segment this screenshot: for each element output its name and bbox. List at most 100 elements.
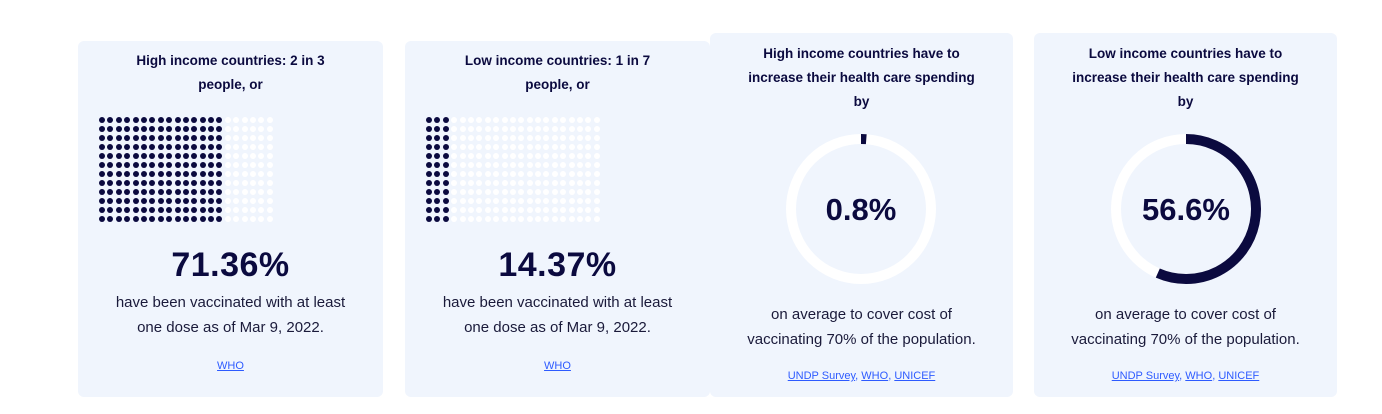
waffle-dot bbox=[216, 162, 223, 168]
waffle-dot bbox=[216, 216, 223, 222]
waffle-dot bbox=[426, 126, 432, 132]
waffle-dot bbox=[467, 171, 474, 177]
waffle-dot bbox=[467, 180, 474, 186]
waffle-dot bbox=[241, 180, 248, 186]
waffle-dot bbox=[568, 144, 575, 150]
waffle-dot bbox=[593, 162, 600, 168]
waffle-dot bbox=[132, 180, 139, 186]
waffle-dot bbox=[266, 216, 273, 222]
waffle-dot bbox=[166, 126, 173, 132]
card-description: on average to cover cost of vaccinating … bbox=[747, 306, 976, 348]
waffle-dot bbox=[509, 216, 516, 222]
waffle-dot bbox=[434, 117, 441, 123]
waffle-dot bbox=[535, 135, 542, 141]
waffle-dot bbox=[107, 135, 114, 141]
waffle-dot bbox=[585, 153, 592, 159]
waffle-dot bbox=[551, 189, 558, 195]
source-link-who[interactable]: WHO bbox=[861, 370, 889, 382]
waffle-dot bbox=[585, 117, 592, 123]
waffle-dot bbox=[149, 180, 156, 186]
waffle-dot bbox=[241, 135, 248, 141]
waffle-dot bbox=[493, 180, 500, 186]
vaccination-percentage: 14.37% bbox=[498, 246, 617, 284]
waffle-dot bbox=[451, 135, 458, 141]
waffle-dot bbox=[99, 207, 105, 213]
waffle-dot bbox=[493, 144, 500, 150]
waffle-dot bbox=[509, 171, 516, 177]
waffle-dot bbox=[551, 153, 558, 159]
waffle-dot bbox=[509, 126, 516, 132]
card-description: on average to cover cost of vaccinating … bbox=[1071, 306, 1300, 348]
waffle-dot bbox=[451, 207, 458, 213]
waffle-dot bbox=[560, 180, 567, 186]
waffle-dot bbox=[258, 189, 265, 195]
waffle-dot bbox=[518, 162, 525, 168]
waffle-dot bbox=[493, 126, 500, 132]
waffle-dot bbox=[140, 198, 147, 204]
waffle-dot bbox=[426, 207, 432, 213]
waffle-dot bbox=[241, 198, 248, 204]
waffle-dot bbox=[501, 144, 508, 150]
waffle-dot bbox=[233, 189, 240, 195]
waffle-dot bbox=[501, 180, 508, 186]
waffle-dot bbox=[140, 216, 147, 222]
waffle-dot bbox=[577, 117, 584, 123]
waffle-dot bbox=[535, 153, 542, 159]
waffle-dot bbox=[509, 180, 516, 186]
waffle-dot bbox=[484, 135, 491, 141]
waffle-dot bbox=[124, 207, 131, 213]
waffle-dot bbox=[99, 198, 105, 204]
waffle-dot bbox=[107, 171, 114, 177]
waffle-dot bbox=[140, 162, 147, 168]
waffle-dot bbox=[166, 198, 173, 204]
waffle-dot bbox=[140, 144, 147, 150]
source-link-unicef[interactable]: UNICEF bbox=[894, 370, 936, 382]
card-title: High income countries: 2 in 3 people, or bbox=[136, 53, 325, 92]
waffle-dot bbox=[543, 126, 550, 132]
waffle-dot bbox=[174, 144, 181, 150]
source-link-who[interactable]: WHO bbox=[217, 360, 244, 372]
waffle-dot bbox=[208, 126, 215, 132]
waffle-dot bbox=[476, 126, 483, 132]
waffle-dot bbox=[451, 162, 458, 168]
waffle-dot bbox=[166, 117, 173, 123]
waffle-dot bbox=[182, 216, 189, 222]
waffle-dot bbox=[157, 189, 164, 195]
waffle-dot bbox=[233, 180, 240, 186]
vaccination-percentage: 71.36% bbox=[171, 246, 290, 284]
waffle-dot bbox=[107, 153, 114, 159]
waffle-dot bbox=[216, 144, 223, 150]
waffle-dot bbox=[568, 135, 575, 141]
waffle-dot bbox=[543, 180, 550, 186]
waffle-dot bbox=[99, 180, 105, 186]
waffle-dot bbox=[191, 126, 198, 132]
source-link-undp-survey[interactable]: UNDP Survey bbox=[787, 370, 856, 382]
waffle-dot bbox=[459, 162, 466, 168]
waffle-dot bbox=[140, 135, 147, 141]
waffle-dot bbox=[107, 207, 114, 213]
waffle-dot bbox=[149, 207, 156, 213]
source-link-who[interactable]: WHO bbox=[544, 360, 571, 372]
source-link-unicef[interactable]: UNICEF bbox=[1218, 370, 1260, 382]
waffle-dot bbox=[258, 117, 265, 123]
waffle-dot bbox=[191, 189, 198, 195]
waffle-dot bbox=[199, 189, 206, 195]
waffle-dot bbox=[199, 135, 206, 141]
waffle-dot bbox=[216, 189, 223, 195]
waffle-dot bbox=[250, 189, 257, 195]
source-link-undp-survey[interactable]: UNDP Survey bbox=[1111, 370, 1180, 382]
waffle-dot bbox=[467, 153, 474, 159]
waffle-dot bbox=[124, 126, 131, 132]
waffle-dot bbox=[266, 126, 273, 132]
waffle-dot bbox=[442, 153, 449, 159]
waffle-dot bbox=[157, 126, 164, 132]
waffle-dot bbox=[526, 180, 533, 186]
source-link-who[interactable]: WHO bbox=[1185, 370, 1213, 382]
waffle-dot bbox=[593, 135, 600, 141]
waffle-dot bbox=[199, 117, 206, 123]
waffle-dot bbox=[124, 180, 131, 186]
ring-progress-arc bbox=[1155, 134, 1261, 284]
waffle-dot bbox=[149, 171, 156, 177]
waffle-dot bbox=[115, 216, 122, 222]
waffle-dot bbox=[233, 207, 240, 213]
